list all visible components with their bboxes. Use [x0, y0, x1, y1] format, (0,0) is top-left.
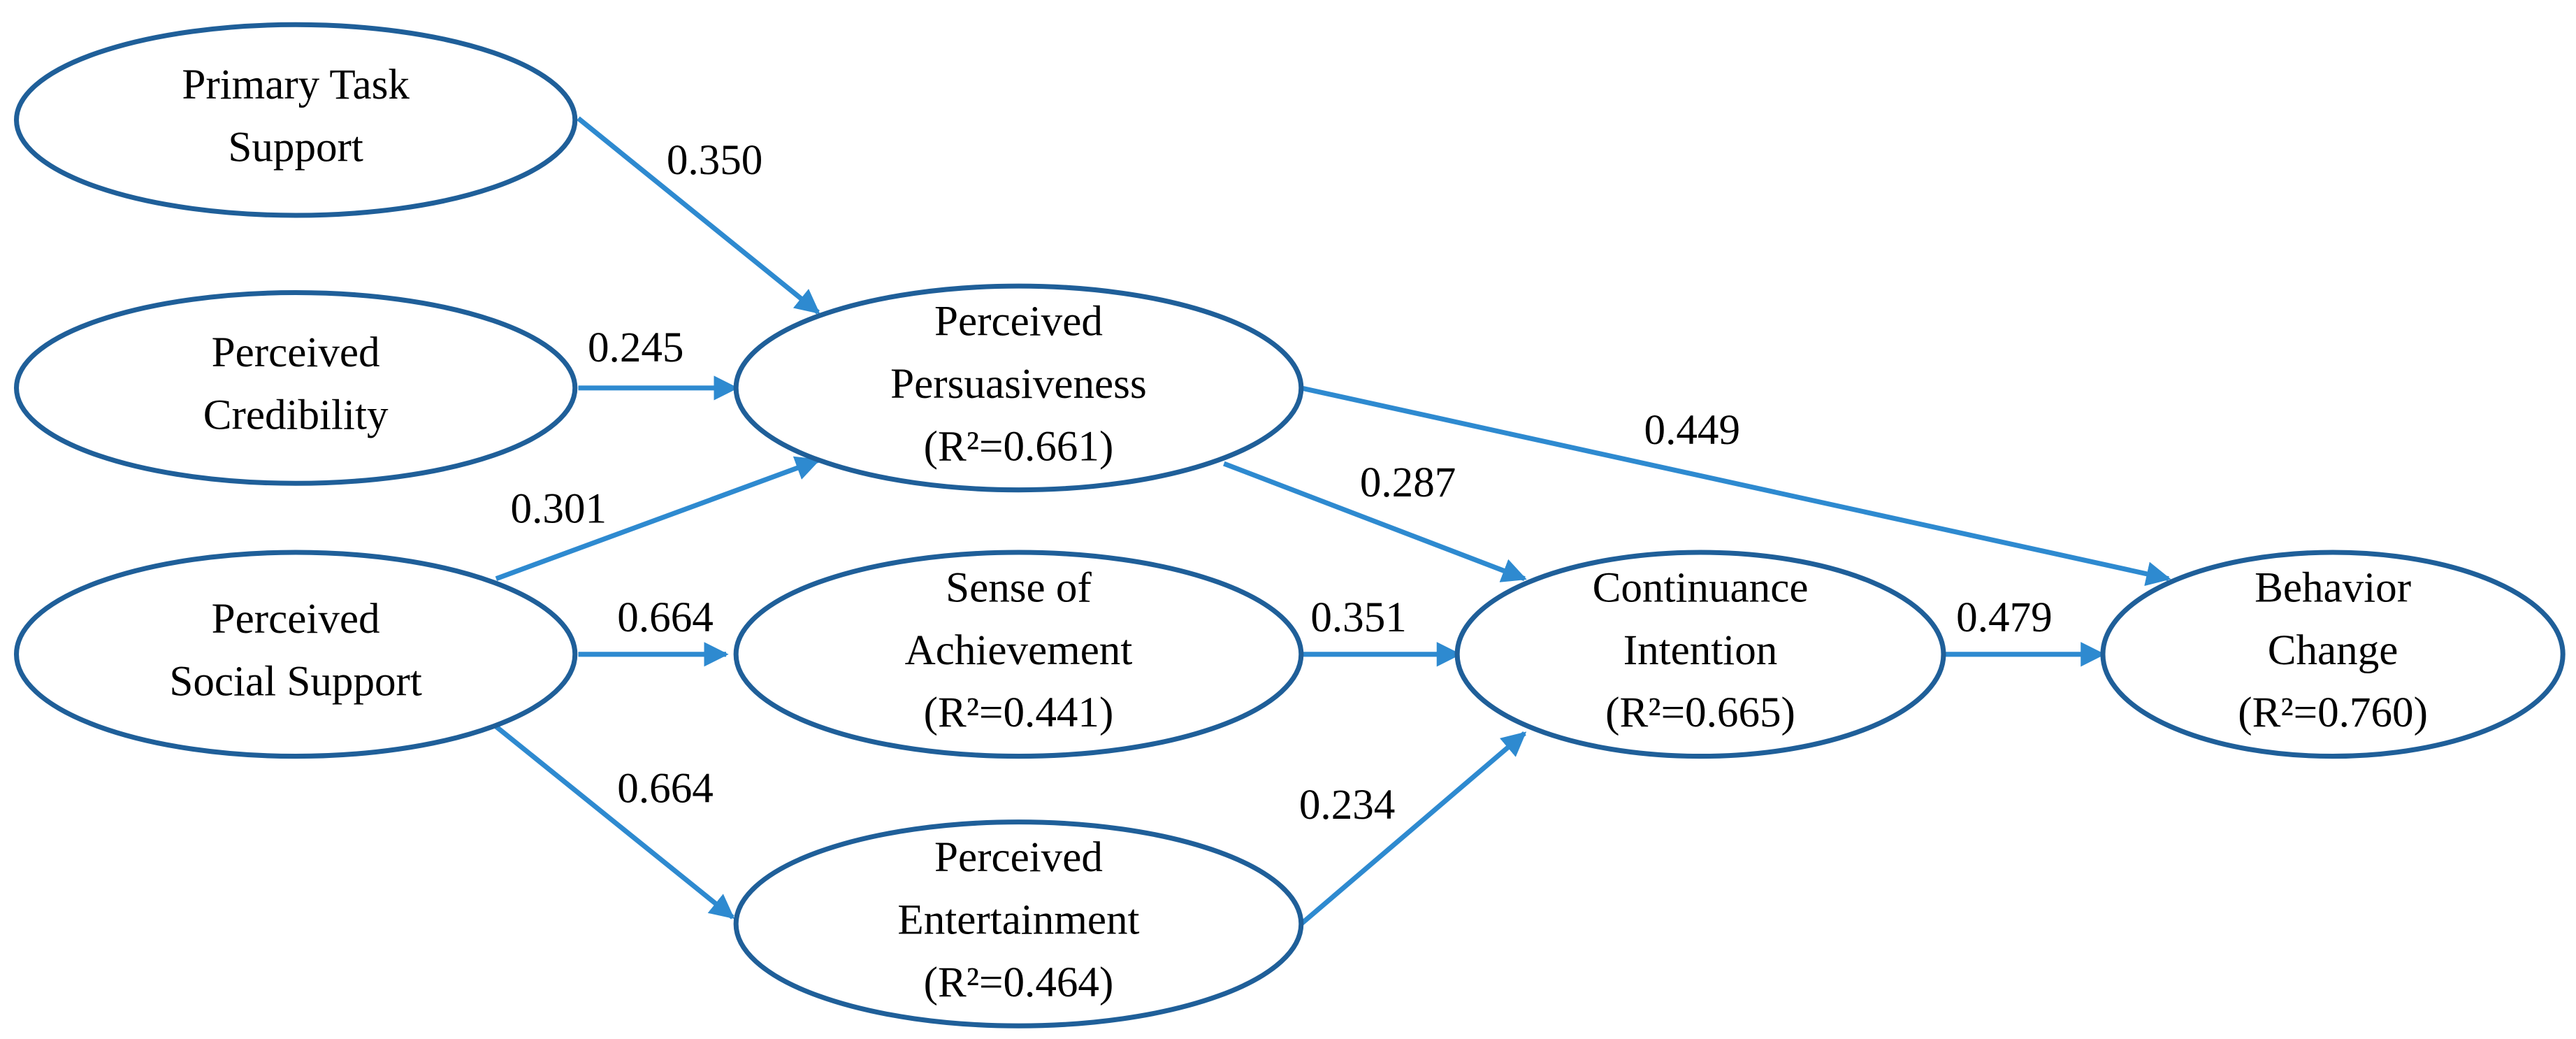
path-arrow [577, 116, 820, 315]
construct-node [733, 819, 1304, 1029]
path-coefficient: 0.664 [617, 765, 713, 812]
construct-label: Continuance [1593, 564, 1809, 611]
construct-label: Behavior [2255, 564, 2411, 611]
path-arrow [1301, 385, 2171, 587]
construct-label: Perceived [212, 596, 380, 643]
construct-label: (R²=0.665) [1605, 689, 1795, 736]
construct-label: Change [2268, 627, 2398, 674]
path-arrow [495, 456, 820, 581]
construct-node [13, 289, 578, 486]
path-coefficient: 0.664 [617, 594, 713, 641]
construct-label: Sense of [946, 564, 1092, 611]
path-coefficient: 0.351 [1310, 594, 1406, 641]
construct-node [13, 22, 578, 218]
construct-label: Perceived [934, 834, 1103, 881]
construct-node [733, 550, 1304, 759]
construct-node [13, 550, 578, 759]
construct-label: Social Support [169, 659, 422, 705]
path-arrow [1299, 731, 1527, 926]
construct-label: (R²=0.760) [2238, 689, 2428, 736]
construct-label: Entertainment [897, 896, 1139, 943]
construct-label: (R²=0.464) [924, 959, 1114, 1006]
construct-node [733, 283, 1304, 493]
path-coefficient: 0.287 [1360, 459, 1456, 506]
construct-label: Credibility [203, 392, 389, 439]
path-coefficient: 0.350 [667, 137, 762, 184]
construct-node [2100, 550, 2566, 759]
construct-label: Perceived [212, 329, 380, 376]
path-coefficient: 0.301 [511, 486, 607, 533]
path-coefficient: 0.245 [588, 324, 683, 371]
path-arrow [1223, 461, 1527, 582]
construct-node [1454, 550, 1946, 759]
path-arrow [494, 724, 735, 919]
construct-label: (R²=0.441) [924, 689, 1114, 736]
path-coefficient: 0.449 [1644, 407, 1740, 454]
path-coefficient: 0.234 [1299, 782, 1395, 829]
construct-label: Achievement [905, 627, 1133, 674]
construct-label: Perceived [934, 299, 1103, 345]
path-coefficient: 0.479 [1956, 594, 2052, 641]
construct-label: (R²=0.661) [924, 423, 1114, 470]
construct-label: Support [228, 124, 363, 171]
construct-label: Intention [1623, 627, 1778, 674]
construct-label: Persuasiveness [890, 361, 1147, 408]
construct-label: Primary Task [182, 62, 410, 108]
